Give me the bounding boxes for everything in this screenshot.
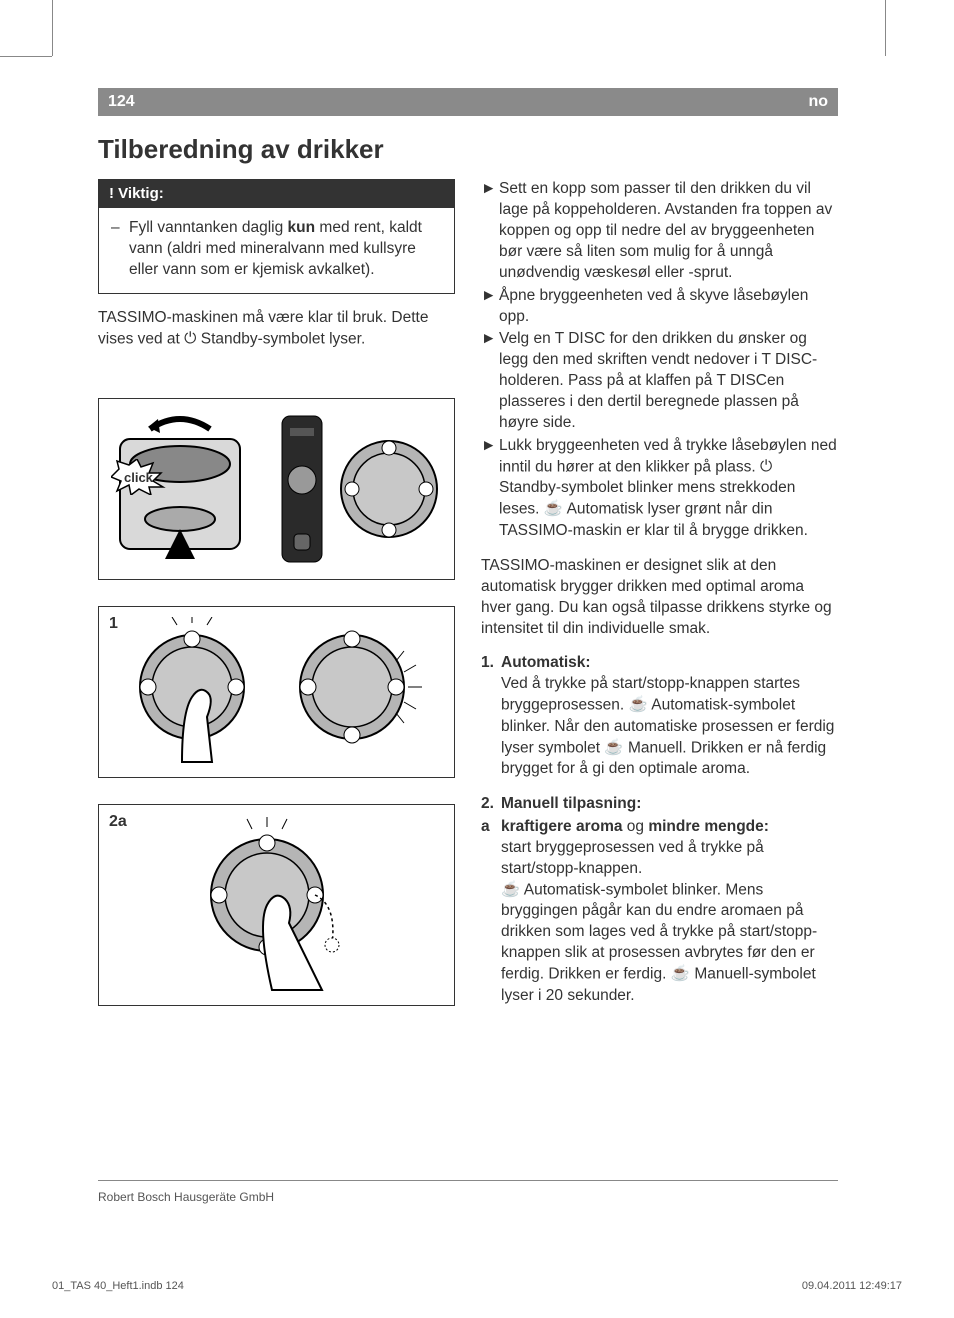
standby-icon: ⏻ — [760, 457, 772, 478]
step-text: Sett en kopp som passer til den drikken … — [499, 179, 838, 284]
dial-ready-illustration — [282, 617, 432, 767]
important-item: – Fyll vanntanken daglig kun med rent, k… — [111, 218, 442, 281]
text-fragment: Fyll vanntanken daglig — [129, 219, 288, 236]
list-item-auto: 1.Automatisk: Ved å trykke på start/stop… — [481, 653, 838, 780]
sub-body: start bryggeprosessen ved å trykke på st… — [481, 838, 838, 1007]
crop-mark — [52, 0, 53, 56]
heading-text: Manuell tilpasning: — [501, 794, 641, 815]
page-title: Tilberedning av drikker — [98, 134, 838, 165]
footer-text: Robert Bosch Hausgeräte GmbH — [98, 1190, 274, 1204]
figure-2a: 2a — [98, 804, 455, 1006]
right-column: ►Sett en kopp som passer til den drikken… — [481, 179, 838, 1020]
cup-manual-icon: ☕ — [604, 738, 623, 759]
important-body: – Fyll vanntanken daglig kun med rent, k… — [99, 208, 454, 293]
step-item: ►Sett en kopp som passer til den drikken… — [481, 179, 838, 284]
dial-press-illustration — [122, 617, 272, 767]
arrow-icon: ► — [481, 286, 499, 328]
step-item: ► Lukk bryggeenheten ved å trykke låsebø… — [481, 436, 838, 542]
auto-heading: 1.Automatisk: — [481, 653, 838, 674]
sub-label: a — [481, 817, 501, 838]
manual-heading: 2.Manuell tilpasning: — [481, 794, 838, 815]
steps-list: ►Sett en kopp som passer til den drikken… — [481, 179, 838, 542]
control-panel-illustration — [280, 414, 324, 564]
cup-auto-icon: ☕ — [544, 499, 563, 520]
dash-bullet: – — [111, 218, 129, 281]
step-text: Velg en T DISC for den drikken du ønsker… — [499, 329, 838, 434]
footer-rule — [98, 1180, 838, 1181]
important-text: Fyll vanntanken daglig kun med rent, kal… — [129, 218, 442, 281]
important-box: ! Viktig: – Fyll vanntanken daglig kun m… — [98, 179, 455, 294]
numbered-list: 1.Automatisk: Ved å trykke på start/stop… — [481, 653, 838, 1006]
meta-filename: 01_TAS 40_Heft1.indb 124 — [52, 1280, 184, 1292]
text-bold: mindre mengde: — [648, 818, 769, 835]
sub-item-a: a kraftigere aroma og mindre mengde: — [481, 817, 838, 838]
text-bold: kun — [288, 219, 316, 236]
header-bar: 124 no — [98, 88, 838, 116]
figure-label: 2a — [109, 811, 127, 833]
design-paragraph: TASSIMO-maskinen er designet slik at den… — [481, 556, 838, 640]
heading-text: Automatisk: — [501, 653, 591, 674]
list-item-manual: 2.Manuell tilpasning: a kraftigere aroma… — [481, 794, 838, 1006]
crop-mark — [885, 0, 886, 56]
item-number: 2. — [481, 794, 501, 815]
item-number: 1. — [481, 653, 501, 674]
cup-auto-icon: ☕ — [501, 880, 520, 901]
dial-illustration — [334, 434, 444, 544]
standby-icon: ⏻ — [184, 329, 196, 350]
sub-heading: kraftigere aroma og mindre mengde: — [501, 817, 769, 838]
arrow-icon: ► — [481, 436, 499, 542]
language-code: no — [808, 93, 828, 111]
cup-manual-icon: ☕ — [671, 964, 690, 985]
arrow-icon: ► — [481, 179, 499, 284]
text-fragment: start bryggeprosessen ved å trykke på st… — [501, 839, 764, 877]
text-fragment: Lukk bryggeenheten ved å trykke låsebøyl… — [499, 437, 837, 475]
step-item: ►Velg en T DISC for den drikken du ønske… — [481, 329, 838, 434]
text-fragment: Standby-symbolet lyser. — [196, 331, 365, 348]
left-column: ! Viktig: – Fyll vanntanken daglig kun m… — [98, 179, 455, 1020]
figure-click: click — [98, 398, 455, 580]
page-content: 124 no Tilberedning av drikker ! Viktig:… — [98, 88, 838, 1020]
step-text: Åpne bryggeenheten ved å skyve låsebøyle… — [499, 286, 838, 328]
step-item: ►Åpne bryggeenheten ved å skyve låsebøyl… — [481, 286, 838, 328]
crop-mark — [0, 56, 52, 57]
important-heading: ! Viktig: — [99, 180, 454, 208]
figure-label: 1 — [109, 613, 118, 635]
dial-manual-illustration — [177, 815, 377, 995]
text-bold: kraftigere aroma — [501, 818, 622, 835]
auto-body: Ved å trykke på start/stopp-knappen star… — [481, 674, 838, 780]
cup-auto-icon: ☕ — [629, 695, 648, 716]
step-text: Lukk bryggeenheten ved å trykke låsebøyl… — [499, 436, 838, 542]
click-label: click — [124, 469, 153, 487]
standby-paragraph: TASSIMO-maskinen må være klar til bruk. … — [98, 308, 455, 350]
meta-datetime: 09.04.2011 12:49:17 — [802, 1280, 902, 1292]
page-number: 124 — [108, 93, 135, 111]
figure-1: 1 — [98, 606, 455, 778]
click-burst: click — [111, 459, 171, 502]
text-fragment: og — [622, 818, 648, 835]
arrow-icon: ► — [481, 329, 499, 434]
